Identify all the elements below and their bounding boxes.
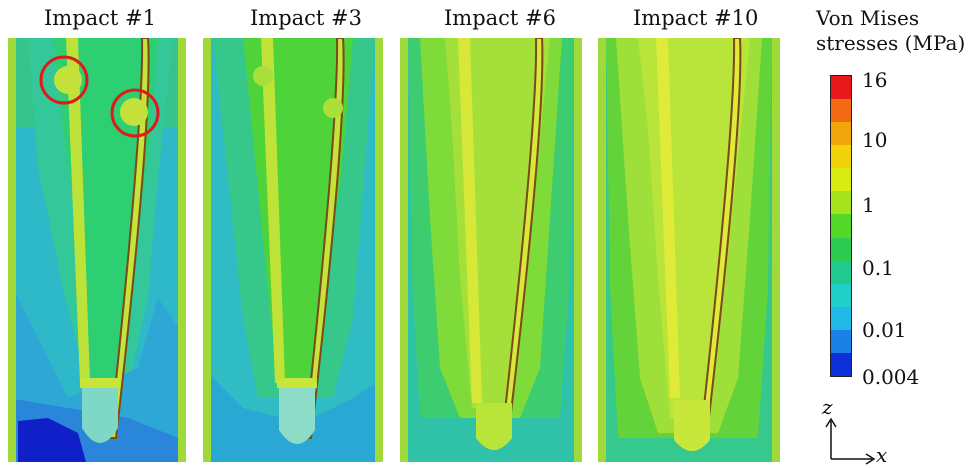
axis-triad-icon [825, 417, 876, 465]
panel-title-impact-3: Impact #3 [250, 6, 363, 30]
legend-title-line2: stresses (MPa) [816, 31, 966, 55]
legend-tick-0-004: 0.004 [862, 365, 920, 389]
colorbar-segment-5 [831, 191, 851, 215]
stress-map-impact-6 [400, 38, 582, 462]
stress-map-impact-1 [8, 38, 186, 462]
legend-tick-10: 10 [862, 128, 888, 152]
legend-tick-0-01: 0.01 [862, 318, 907, 342]
colorbar-segment-0 [831, 76, 851, 100]
legend-title-line1: Von Mises [816, 6, 920, 30]
colorbar-segment-4 [831, 168, 851, 192]
colorbar-segment-10 [831, 306, 851, 330]
colorbar-segment-7 [831, 237, 851, 261]
colorbar-segment-1 [831, 99, 851, 123]
colorbar-segment-3 [831, 145, 851, 169]
colorbar-segment-12 [831, 352, 851, 377]
colorbar-segment-8 [831, 260, 851, 284]
colorbar-segment-6 [831, 214, 851, 238]
panel-title-impact-10: Impact #10 [633, 6, 759, 30]
stress-map-impact-3 [203, 38, 383, 462]
panel-title-impact-1: Impact #1 [44, 6, 157, 30]
colorbar-segment-9 [831, 283, 851, 307]
axis-label-x: x [876, 443, 888, 467]
legend-tick-1: 1 [862, 193, 875, 217]
axis-label-z: z [822, 395, 833, 419]
stress-map-impact-10 [598, 38, 780, 462]
legend-tick-0-1: 0.1 [862, 256, 894, 280]
colorbar [830, 75, 852, 377]
colorbar-segment-2 [831, 122, 851, 146]
panel-title-impact-6: Impact #6 [444, 6, 557, 30]
colorbar-segment-11 [831, 329, 851, 353]
legend-tick-16: 16 [862, 68, 888, 92]
